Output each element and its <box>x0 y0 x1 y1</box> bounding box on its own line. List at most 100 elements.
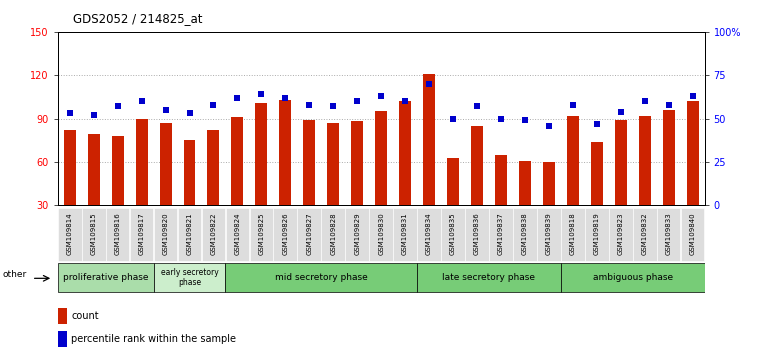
Text: GSM109815: GSM109815 <box>91 212 97 255</box>
Text: GSM109830: GSM109830 <box>378 212 384 255</box>
Bar <box>226 208 249 261</box>
Bar <box>614 120 627 205</box>
Text: GSM109822: GSM109822 <box>210 212 216 255</box>
Bar <box>657 208 681 261</box>
Bar <box>375 112 387 205</box>
Point <box>280 95 292 101</box>
Bar <box>495 155 507 205</box>
Bar <box>609 208 633 261</box>
Bar <box>112 136 124 205</box>
Bar <box>178 208 202 261</box>
Bar <box>585 208 608 261</box>
Bar <box>543 162 555 205</box>
Bar <box>58 263 153 292</box>
Point <box>591 121 603 127</box>
Bar <box>58 208 82 261</box>
Point <box>136 98 148 104</box>
Bar <box>471 126 483 205</box>
Bar <box>183 140 196 205</box>
Bar <box>232 117 243 205</box>
Bar <box>64 130 75 205</box>
Bar <box>303 120 315 205</box>
Bar <box>417 263 561 292</box>
Point <box>303 102 316 108</box>
Bar <box>327 123 340 205</box>
Bar <box>519 160 531 205</box>
Bar <box>567 116 579 205</box>
Text: GSM109824: GSM109824 <box>234 212 240 255</box>
Text: GDS2052 / 214825_at: GDS2052 / 214825_at <box>73 12 203 25</box>
Bar <box>136 119 148 205</box>
Point <box>495 116 507 121</box>
Text: GSM109834: GSM109834 <box>426 212 432 255</box>
Text: proliferative phase: proliferative phase <box>63 273 149 282</box>
Text: late secretory phase: late secretory phase <box>443 273 535 282</box>
Text: GSM109827: GSM109827 <box>306 212 313 255</box>
Text: GSM109832: GSM109832 <box>641 212 648 255</box>
Bar <box>249 208 273 261</box>
Text: other: other <box>3 270 27 279</box>
Bar <box>441 208 465 261</box>
Bar <box>88 135 99 205</box>
Point <box>375 93 387 99</box>
Point <box>327 104 340 109</box>
Bar <box>561 208 584 261</box>
Text: GSM109818: GSM109818 <box>570 212 576 255</box>
Bar <box>345 208 369 261</box>
Bar <box>82 208 105 261</box>
Text: ambiguous phase: ambiguous phase <box>593 273 673 282</box>
Bar <box>561 263 705 292</box>
Text: GSM109825: GSM109825 <box>259 212 264 255</box>
Point <box>543 123 555 129</box>
Point <box>399 98 411 104</box>
Bar <box>423 74 435 205</box>
Bar <box>465 208 489 261</box>
Point <box>231 95 243 101</box>
Bar <box>393 208 417 261</box>
Bar <box>351 121 363 205</box>
Text: GSM109839: GSM109839 <box>546 212 552 255</box>
Bar <box>159 123 172 205</box>
Text: GSM109816: GSM109816 <box>115 212 121 255</box>
Point <box>423 81 435 87</box>
Bar <box>537 208 561 261</box>
Bar <box>58 308 68 324</box>
Point <box>88 112 100 118</box>
Text: GSM109838: GSM109838 <box>522 212 528 255</box>
Point <box>64 110 76 116</box>
Point <box>207 102 219 108</box>
Point <box>638 98 651 104</box>
Bar <box>154 208 177 261</box>
Point <box>447 116 459 121</box>
Bar <box>321 208 345 261</box>
Bar <box>687 101 698 205</box>
Point <box>159 107 172 113</box>
Bar <box>202 208 226 261</box>
Point <box>519 118 531 123</box>
Text: GSM109835: GSM109835 <box>450 212 456 255</box>
Text: early secretory
phase: early secretory phase <box>161 268 219 287</box>
Bar <box>417 208 441 261</box>
Bar <box>58 331 68 347</box>
Bar <box>105 208 129 261</box>
Text: GSM109823: GSM109823 <box>618 212 624 255</box>
Bar <box>489 208 513 261</box>
Text: GSM109821: GSM109821 <box>186 212 192 255</box>
Text: GSM109817: GSM109817 <box>139 212 145 255</box>
Bar <box>663 110 675 205</box>
Bar <box>226 263 417 292</box>
Bar <box>399 101 411 205</box>
Point <box>183 110 196 116</box>
Text: GSM109829: GSM109829 <box>354 212 360 255</box>
Text: percentile rank within the sample: percentile rank within the sample <box>71 334 236 344</box>
Point <box>567 102 579 108</box>
Text: GSM109833: GSM109833 <box>665 212 671 255</box>
Bar <box>638 116 651 205</box>
Bar <box>633 208 657 261</box>
Text: GSM109831: GSM109831 <box>402 212 408 255</box>
Bar <box>681 208 705 261</box>
Text: GSM109836: GSM109836 <box>474 212 480 255</box>
Text: GSM109826: GSM109826 <box>283 212 288 255</box>
Bar <box>591 142 603 205</box>
Text: GSM109819: GSM109819 <box>594 212 600 255</box>
